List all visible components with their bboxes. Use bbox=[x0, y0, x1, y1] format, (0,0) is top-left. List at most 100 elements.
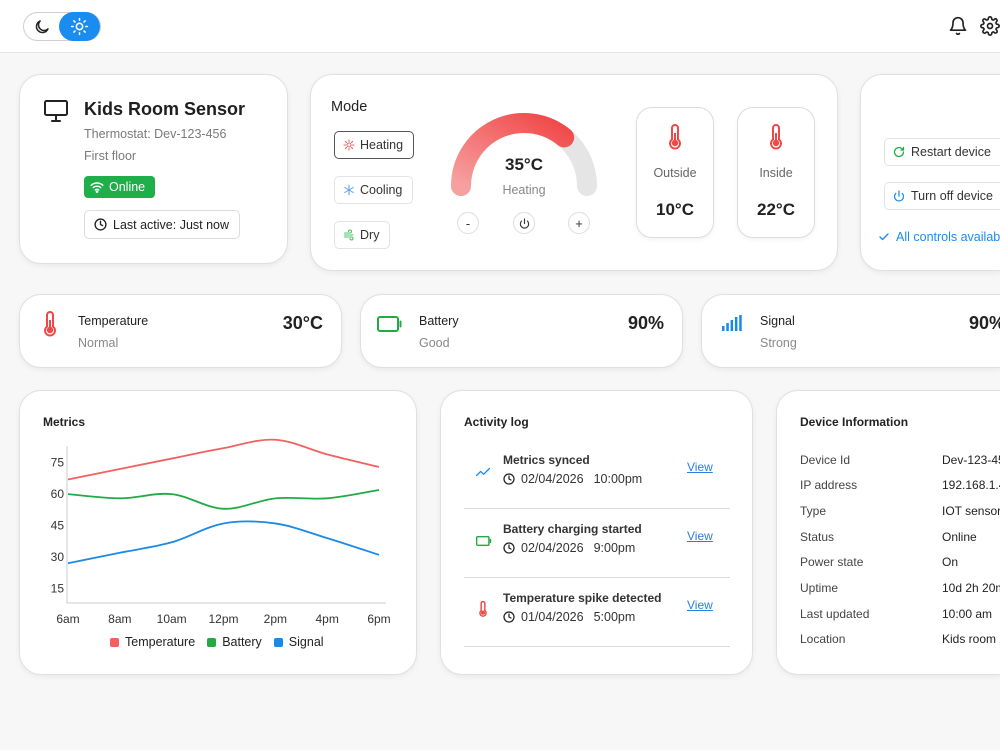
moon-icon[interactable] bbox=[33, 18, 51, 36]
wind-icon bbox=[343, 229, 354, 241]
gauge-fill bbox=[451, 113, 575, 196]
power-button[interactable] bbox=[513, 212, 535, 234]
sun-icon bbox=[343, 139, 355, 151]
activity-item-date: 02/04/2026 10:00pm bbox=[503, 472, 642, 486]
signal-icon bbox=[722, 315, 742, 331]
info-value: 192.168.1.4 bbox=[942, 478, 1000, 492]
status-label: Online bbox=[109, 180, 146, 194]
gauge-value: 35°C bbox=[505, 155, 543, 174]
thermometer-icon bbox=[669, 124, 681, 150]
info-value: Kids room bbox=[942, 632, 997, 646]
device-location: First floor bbox=[84, 149, 137, 163]
trend-icon bbox=[476, 467, 490, 477]
activity-item-title: Battery charging started bbox=[503, 522, 642, 536]
inside-value: 22°C bbox=[757, 200, 795, 219]
y-tick-label: 30 bbox=[51, 550, 65, 564]
clock-icon bbox=[503, 542, 515, 554]
heating-label: Heating bbox=[360, 138, 404, 152]
view-link[interactable]: View bbox=[687, 598, 713, 612]
stat-sub: Normal bbox=[78, 336, 119, 350]
series-line-temperature bbox=[67, 438, 380, 481]
turn-off-device-button[interactable]: Turn off device bbox=[884, 182, 1000, 210]
y-tick-label: 60 bbox=[51, 487, 65, 501]
view-link[interactable]: View bbox=[687, 529, 713, 543]
increase-button[interactable]: + bbox=[568, 212, 590, 234]
info-key: IP address bbox=[800, 478, 858, 492]
check-icon bbox=[879, 233, 889, 241]
info-value: Online bbox=[942, 530, 977, 544]
activity-item: Temperature spike detected 01/04/2026 5:0… bbox=[464, 589, 730, 647]
battery-icon bbox=[377, 316, 402, 332]
thermometer-icon bbox=[44, 311, 56, 337]
stat-title: Signal bbox=[760, 314, 795, 328]
y-tick-label: 45 bbox=[51, 519, 65, 533]
cooling-mode-button[interactable]: Cooling bbox=[334, 176, 414, 204]
legend-signal: Signal bbox=[273, 635, 324, 649]
stat-title: Temperature bbox=[78, 314, 149, 328]
sun-icon bbox=[70, 17, 89, 36]
x-tick-label: 10am bbox=[157, 612, 187, 626]
gauge-label: Heating bbox=[502, 183, 546, 197]
restart-label: Restart device bbox=[911, 145, 991, 159]
x-tick-label: 6am bbox=[56, 612, 79, 626]
x-tick-label: 6pm bbox=[367, 612, 390, 626]
stat-sub: Strong bbox=[760, 336, 797, 350]
stat-value: 30°C bbox=[282, 313, 323, 333]
signal-stat-card: Signal Strong 90% bbox=[701, 294, 1000, 368]
activity-item: Battery charging started 02/04/2026 9:00p… bbox=[464, 520, 730, 578]
stat-value: 90% bbox=[969, 313, 1000, 333]
status-badge: Online bbox=[84, 176, 156, 198]
top-bar bbox=[0, 0, 1000, 53]
view-link[interactable]: View bbox=[687, 460, 713, 474]
info-key: Power state bbox=[800, 555, 864, 569]
thermometer-icon bbox=[770, 124, 782, 150]
stat-sub: Good bbox=[419, 336, 450, 350]
info-value: 10d 2h 20m bbox=[942, 581, 1000, 595]
device-info-card: Device Information Device Id Dev-123-456… bbox=[776, 390, 1000, 675]
device-card: Kids Room Sensor Thermostat: Dev-123-456… bbox=[19, 74, 288, 264]
metrics-chart: 75 60 45 30 15 6am 8am 10am 12pm 2pm 4pm 6pm bbox=[51, 438, 391, 626]
heating-mode-button[interactable]: Heating bbox=[334, 131, 415, 159]
activity-item-title: Temperature spike detected bbox=[503, 591, 662, 605]
info-key: Type bbox=[800, 504, 827, 518]
inside-label: Inside bbox=[759, 166, 793, 180]
wifi-icon bbox=[90, 182, 104, 193]
clock-icon bbox=[94, 218, 107, 231]
turn-off-label: Turn off device bbox=[911, 189, 993, 203]
metrics-title: Metrics bbox=[43, 415, 86, 429]
monitor-icon bbox=[44, 100, 68, 122]
activity-title: Activity log bbox=[464, 415, 529, 429]
x-tick-label: 8am bbox=[108, 612, 131, 626]
temperature-gauge bbox=[451, 113, 597, 196]
theme-toggle[interactable] bbox=[23, 12, 101, 41]
activity-log-card: Activity log Metrics synced 02/04/2026 10… bbox=[440, 390, 753, 675]
activity-item-date: 02/04/2026 9:00pm bbox=[503, 541, 635, 555]
restart-device-button[interactable]: Restart device bbox=[884, 138, 1000, 166]
chart-legend: Temperature Battery Signal bbox=[110, 635, 324, 649]
y-tick-label: 15 bbox=[51, 581, 65, 595]
cooling-label: Cooling bbox=[360, 183, 403, 197]
mode-card: Mode Heating Cooling Dry 35°C Heating - … bbox=[310, 74, 838, 271]
outside-label: Outside bbox=[653, 166, 697, 180]
info-value: On bbox=[942, 555, 959, 569]
controls-note-label: All controls available bbox=[896, 230, 1000, 244]
dry-mode-button[interactable]: Dry bbox=[334, 221, 391, 249]
device-name: Kids Room Sensor bbox=[84, 99, 246, 119]
temperature-stat-card: Temperature Normal 30°C bbox=[19, 294, 342, 368]
thermostat-id: Thermostat: Dev-123-456 bbox=[84, 127, 227, 141]
info-value: 10:00 am bbox=[942, 607, 993, 621]
legend-battery: Battery bbox=[207, 635, 262, 649]
last-active-label: Last active: Just now bbox=[113, 217, 230, 232]
x-tick-label: 4pm bbox=[315, 612, 338, 626]
bell-icon[interactable] bbox=[948, 16, 968, 36]
info-key: Device Id bbox=[800, 453, 851, 467]
info-value: Dev-123-456 bbox=[942, 453, 1000, 467]
activity-item-title: Metrics synced bbox=[503, 453, 590, 467]
decrease-button[interactable]: - bbox=[457, 212, 479, 234]
x-tick-label: 12pm bbox=[208, 612, 238, 626]
light-mode-button[interactable] bbox=[59, 12, 100, 41]
y-tick-label: 75 bbox=[51, 456, 65, 470]
power-icon bbox=[519, 217, 529, 229]
gear-icon[interactable] bbox=[980, 16, 1000, 36]
controls-card: Restart device Turn off device All contr… bbox=[860, 74, 1000, 271]
